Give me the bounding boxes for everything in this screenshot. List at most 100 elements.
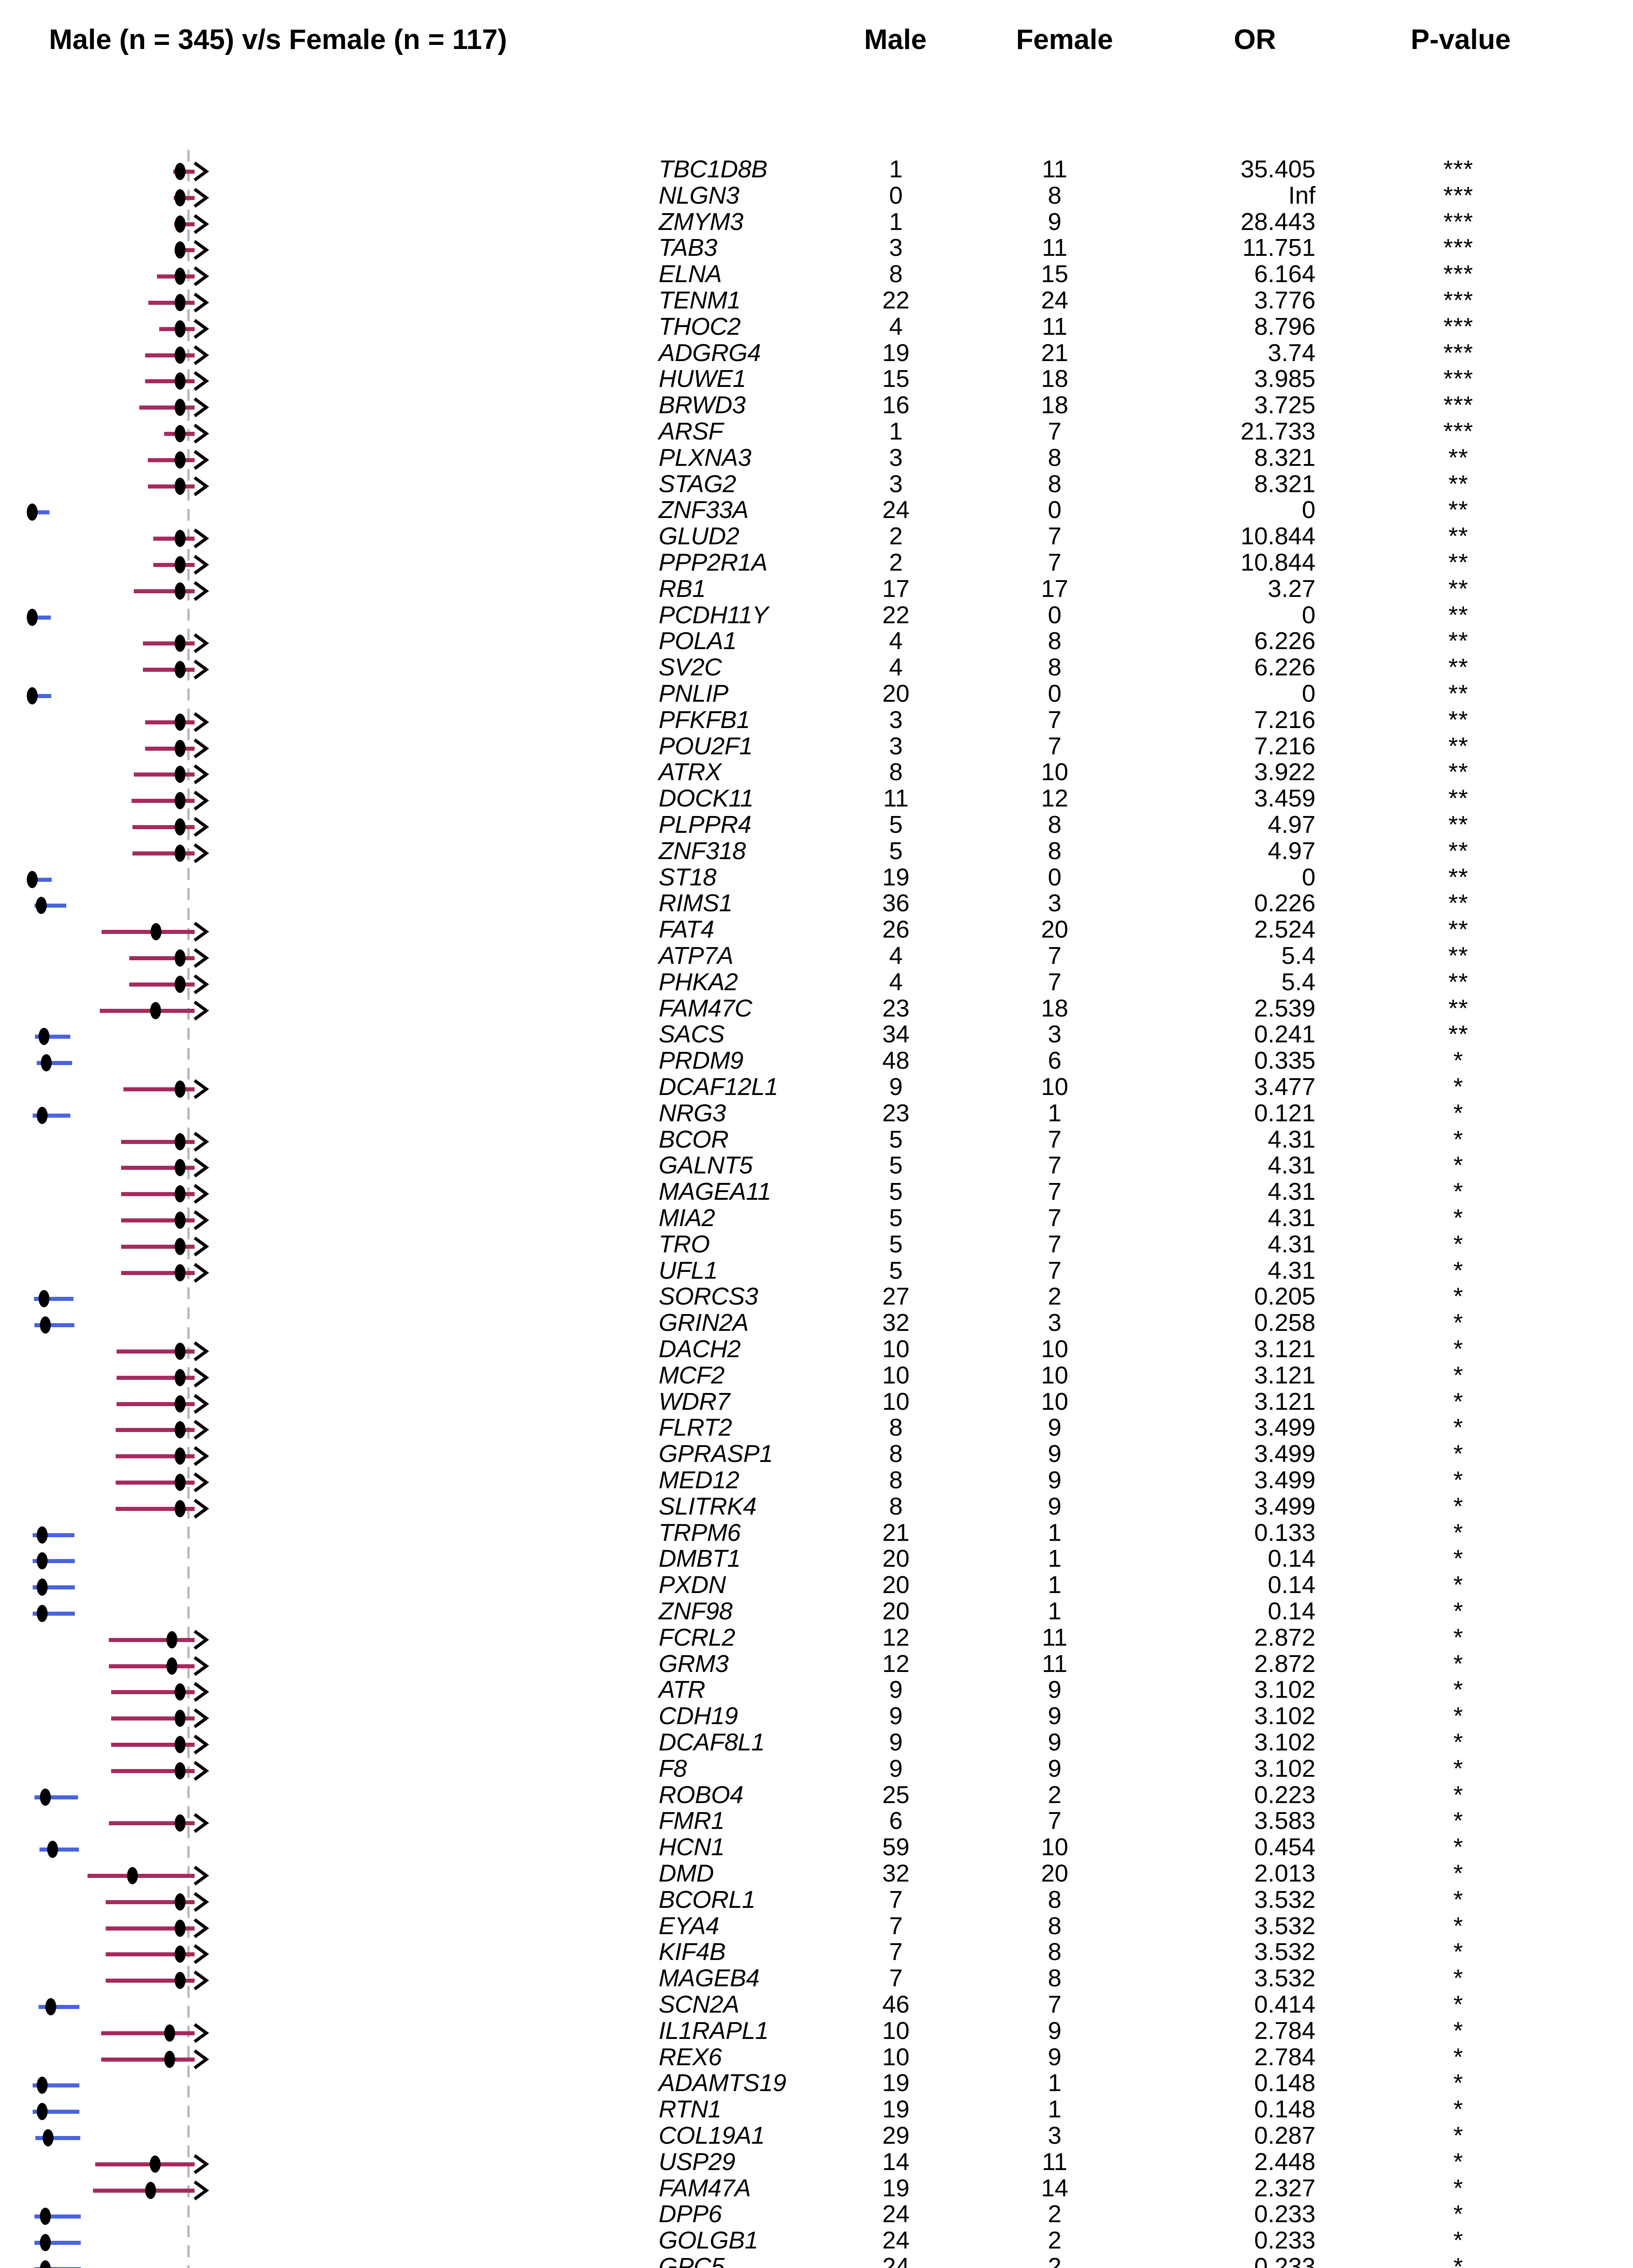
gene-label: MAGEA11 [659, 1178, 771, 1206]
ci-line [115, 1428, 195, 1432]
cell-pvalue: * [1453, 1152, 1463, 1179]
cell-male: 3 [889, 470, 903, 498]
cell-female: 8 [1047, 1965, 1062, 1992]
cell-or: 4.31 [1267, 1178, 1315, 1206]
point-estimate-marker [174, 1945, 186, 1963]
point-estimate-marker [39, 1316, 51, 1334]
ci-line [33, 2110, 80, 2114]
cell-or: 2.327 [1254, 2174, 1315, 2202]
column-header-or: OR [1234, 24, 1276, 55]
ci-line [33, 1113, 71, 1118]
point-estimate-marker [174, 451, 186, 469]
ci-line [131, 799, 195, 803]
cell-male: 10 [882, 1335, 910, 1363]
gene-label: THOC2 [659, 313, 741, 340]
point-estimate-marker [174, 949, 186, 967]
cell-female: 8 [1047, 1886, 1062, 1913]
cell-or: 3.725 [1254, 391, 1315, 419]
cell-male: 11 [883, 785, 909, 812]
cell-male: 19 [882, 863, 910, 891]
cell-male: 4 [889, 654, 903, 681]
cell-male: 9 [889, 1676, 903, 1704]
cell-male: 3 [889, 444, 903, 471]
ci-line [34, 904, 66, 908]
cell-male: 25 [882, 1781, 910, 1809]
cell-or: 10.844 [1240, 523, 1315, 550]
gene-label: MIA2 [659, 1204, 715, 1232]
gene-label: ZNF98 [659, 1598, 733, 1625]
cell-or: 0.241 [1254, 1021, 1315, 1048]
cell-female: 9 [1047, 208, 1062, 235]
cell-pvalue: * [1453, 1335, 1463, 1363]
cell-or: 3.985 [1254, 365, 1315, 393]
cell-or: 0.287 [1254, 2122, 1315, 2149]
cell-pvalue: ** [1448, 732, 1469, 760]
cell-male: 24 [882, 2253, 910, 2268]
cell-female: 3 [1047, 1021, 1062, 1048]
cell-or: 4.31 [1267, 1204, 1315, 1232]
point-estimate-marker [174, 1474, 186, 1491]
ci-line [132, 825, 195, 829]
ci-line [145, 353, 195, 357]
gene-label: HUWE1 [659, 365, 746, 393]
cell-female: 10 [1041, 1388, 1069, 1415]
gene-label: DACH2 [659, 1335, 741, 1363]
gene-label: TRPM6 [659, 1519, 741, 1546]
cell-or: 2.872 [1254, 1650, 1315, 1677]
gene-label: GPRASP1 [659, 1440, 773, 1468]
cell-female: 12 [1041, 785, 1069, 812]
gene-label: FCRL2 [659, 1623, 735, 1651]
ci-line [105, 1979, 195, 1983]
cell-male: 19 [882, 2174, 910, 2202]
ci-line [133, 589, 195, 593]
ci-line [38, 2005, 80, 2009]
point-estimate-marker [37, 1552, 48, 1570]
cell-or: 3.102 [1254, 1702, 1315, 1730]
cell-female: 7 [1047, 418, 1062, 445]
cell-pvalue: * [1453, 1125, 1463, 1153]
gene-label: ATP7A [659, 942, 733, 969]
ci-line [147, 458, 195, 462]
point-estimate-marker [166, 1657, 178, 1675]
cell-or: 0.133 [1254, 1519, 1315, 1546]
ci-line [32, 510, 50, 515]
point-estimate-marker [39, 2260, 51, 2268]
cell-pvalue: * [1453, 1991, 1463, 2018]
gene-label: ATRX [659, 758, 722, 786]
gene-label: BCORL1 [659, 1886, 756, 1913]
gene-label: GRM3 [659, 1650, 729, 1677]
point-estimate-marker [174, 1500, 186, 1517]
ci-line [153, 563, 195, 567]
cell-female: 1 [1047, 1099, 1062, 1127]
ci-line [153, 537, 195, 541]
point-estimate-marker [26, 870, 38, 888]
ci-line [115, 1506, 195, 1511]
cell-female: 0 [1047, 496, 1062, 524]
point-estimate-marker [174, 1447, 186, 1465]
ci-line [36, 1061, 73, 1066]
cell-male: 8 [889, 1466, 903, 1494]
cell-pvalue: ** [1448, 942, 1469, 969]
gene-label: ADAMTS19 [659, 2069, 787, 2097]
gene-label: DPP6 [659, 2200, 722, 2228]
cell-male: 32 [882, 1309, 910, 1337]
cell-male: 32 [882, 1860, 910, 1887]
ci-line [33, 1559, 75, 1564]
cell-female: 7 [1047, 942, 1062, 969]
point-estimate-marker [37, 1579, 48, 1596]
cell-female: 18 [1041, 994, 1069, 1022]
cell-or: 0.14 [1267, 1598, 1315, 1625]
gene-label: STAG2 [659, 470, 736, 498]
ci-line [95, 2162, 195, 2166]
cell-or: 3.532 [1254, 1886, 1315, 1913]
cell-female: 24 [1041, 287, 1069, 314]
cell-female: 2 [1047, 1781, 1062, 1809]
cell-female: 3 [1047, 2122, 1062, 2149]
point-estimate-marker [174, 1133, 186, 1150]
cell-female: 9 [1047, 2043, 1062, 2071]
gene-label: FAM47A [659, 2174, 751, 2202]
ci-line [115, 1481, 195, 1485]
cell-pvalue: * [1453, 1807, 1463, 1835]
cell-female: 20 [1041, 916, 1069, 943]
cell-male: 5 [889, 1125, 903, 1153]
